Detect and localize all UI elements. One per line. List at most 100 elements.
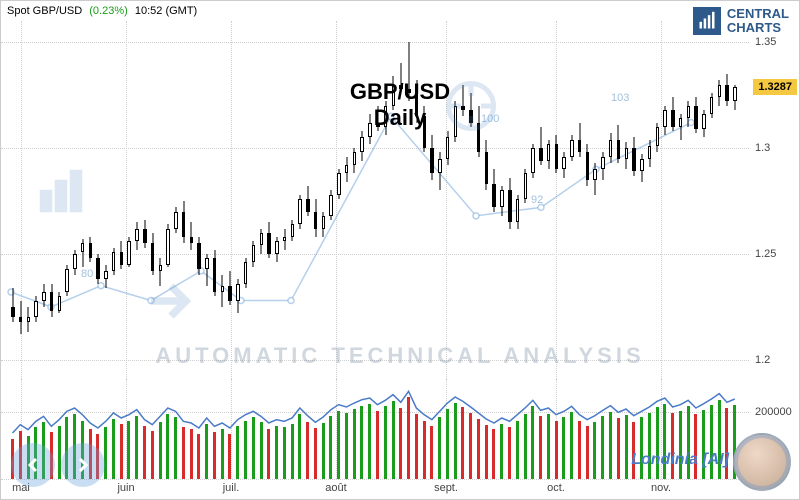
volume-bar <box>329 416 332 479</box>
x-tick-label: oct. <box>547 482 565 494</box>
volume-bar <box>438 417 441 479</box>
candle <box>492 169 496 211</box>
next-button[interactable] <box>61 443 105 487</box>
candle <box>694 97 698 133</box>
volume-bar <box>617 418 620 479</box>
watermark-icon <box>31 161 91 221</box>
volume-bar <box>260 422 263 479</box>
candle <box>267 222 271 258</box>
candle <box>360 131 364 161</box>
volume-bar <box>477 419 480 479</box>
candle <box>11 288 15 322</box>
volume-bar <box>298 414 301 479</box>
candle <box>430 135 434 179</box>
candle <box>58 292 62 313</box>
brand-logo-icon <box>693 7 721 35</box>
volume-bar <box>578 421 581 479</box>
volume-bar <box>454 403 457 479</box>
price-chart[interactable]: 80100921031.3287 <box>1 21 749 379</box>
candle <box>89 237 93 262</box>
candle <box>656 123 660 153</box>
candle <box>166 224 170 266</box>
volume-bar <box>221 429 224 479</box>
volume-bar <box>524 414 527 479</box>
volume-bar <box>174 417 177 479</box>
volume-bar <box>648 413 651 479</box>
volume-bar <box>625 415 628 479</box>
volume-bar <box>446 409 449 479</box>
volume-bar <box>423 421 426 479</box>
volume-bar <box>539 416 542 479</box>
volume-bar <box>353 409 356 479</box>
candle <box>221 275 225 307</box>
ma-value-label: 100 <box>481 113 499 125</box>
volume-bar <box>360 406 363 479</box>
candle <box>96 254 100 284</box>
volume-bar <box>469 413 472 479</box>
candle <box>143 220 147 248</box>
candle <box>73 250 77 275</box>
candle <box>663 106 667 136</box>
candle <box>337 169 341 199</box>
nav-arrow-group <box>11 443 105 487</box>
volume-bar <box>415 414 418 479</box>
candle <box>547 140 551 170</box>
candle <box>236 279 240 313</box>
candle <box>353 148 357 173</box>
candle <box>260 229 264 254</box>
avatar-icon[interactable] <box>733 433 791 491</box>
candle <box>671 97 675 131</box>
volume-bar <box>151 431 154 479</box>
candle <box>182 201 186 243</box>
candle <box>485 140 489 191</box>
candle <box>244 258 248 288</box>
volume-bar <box>640 417 643 479</box>
volume-bar <box>213 432 216 479</box>
x-axis: maijuinjuil.aoûtsept.oct.nov. <box>1 479 749 499</box>
volume-bar <box>516 421 519 479</box>
candle <box>733 85 737 110</box>
x-tick-label: juil. <box>223 482 240 494</box>
volume-bar <box>322 423 325 479</box>
candle <box>725 74 729 106</box>
volume-bar <box>190 429 193 479</box>
volume-bar <box>182 427 185 479</box>
watermark-text: AUTOMATIC TECHNICAL ANALYSIS <box>1 343 799 369</box>
candle <box>593 163 597 195</box>
y-tick-label: 1.3 <box>755 142 770 154</box>
volume-bar <box>531 406 534 479</box>
candle <box>578 123 582 157</box>
volume-bar <box>252 417 255 479</box>
volume-bar <box>306 422 309 479</box>
candle <box>65 265 69 297</box>
volume-bar <box>407 397 410 479</box>
chart-header: Spot GBP/USD (0.23%) 10:52 (GMT) <box>7 5 201 17</box>
chart-title: GBP/USDDaily <box>350 79 450 132</box>
volume-bar <box>159 422 162 479</box>
x-tick-label: août <box>325 482 346 494</box>
candle <box>702 110 706 138</box>
watermark-icon <box>141 271 201 331</box>
candle <box>228 271 232 305</box>
volume-bar <box>275 426 278 479</box>
volume-bar <box>384 406 387 479</box>
candle <box>617 125 621 163</box>
candle <box>562 152 566 177</box>
candle <box>298 195 302 229</box>
volume-bar <box>314 428 317 479</box>
volume-bar <box>555 421 558 479</box>
price-y-axis: 1.21.251.31.35 <box>749 21 799 379</box>
candle <box>197 237 201 275</box>
ma-value-label: 92 <box>531 194 543 206</box>
x-tick-label: nov. <box>651 482 671 494</box>
volume-bar <box>376 411 379 479</box>
volume-bar <box>244 421 247 479</box>
prev-button[interactable] <box>11 443 55 487</box>
brand-logo-text: CENTRALCHARTS <box>727 7 789 36</box>
candle <box>601 152 605 180</box>
brand-logo: CENTRALCHARTS <box>693 7 789 36</box>
candle <box>329 190 333 220</box>
candle <box>345 157 349 182</box>
candle <box>112 248 116 276</box>
candle <box>500 186 504 216</box>
